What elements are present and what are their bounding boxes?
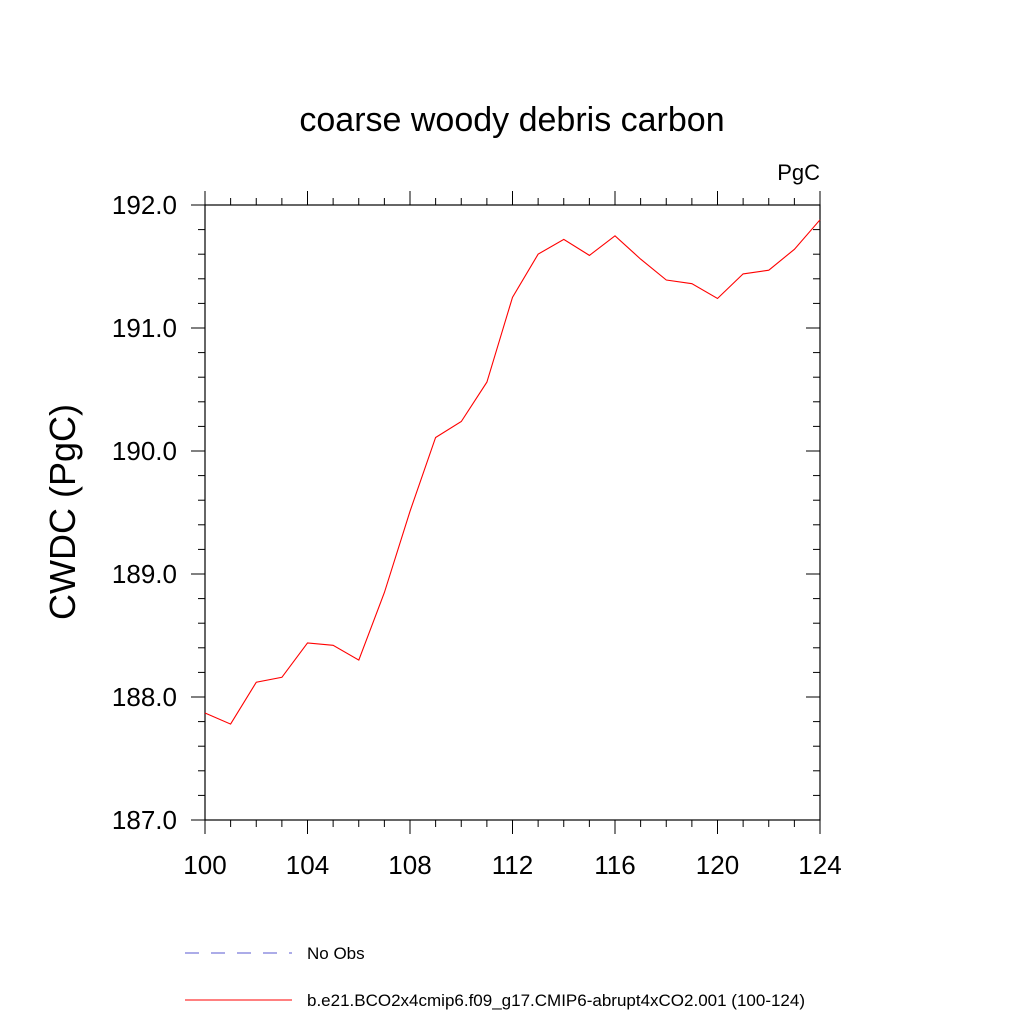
legend-label-run: b.e21.BCO2x4cmip6.f09_g17.CMIP6-abrupt4x… bbox=[307, 991, 805, 1010]
chart-title: coarse woody debris carbon bbox=[299, 101, 724, 139]
y-tick-label: 187.0 bbox=[112, 805, 177, 835]
legend-label-no-obs: No Obs bbox=[307, 944, 365, 963]
x-tick-label: 104 bbox=[286, 850, 329, 880]
y-tick-label: 188.0 bbox=[112, 682, 177, 712]
x-tick-label: 100 bbox=[183, 850, 226, 880]
x-tick-label: 120 bbox=[696, 850, 739, 880]
series-line-1 bbox=[204, 219, 821, 725]
y-tick-label: 192.0 bbox=[112, 190, 177, 220]
y-tick-label: 191.0 bbox=[112, 313, 177, 343]
x-tick-label: 112 bbox=[492, 850, 533, 880]
y-tick-label: 190.0 bbox=[112, 436, 177, 466]
series-lines bbox=[204, 219, 821, 725]
axis-tick-labels: 100 104 108 112 116 120 124 187.0 188.0 189.0 190.… bbox=[112, 190, 842, 880]
legend: No Obs b.e21.BCO2x4cmip6.f09_g17.CMIP6-a… bbox=[185, 944, 805, 1010]
y-tick-label: 189.0 bbox=[112, 559, 177, 589]
units-label: PgC bbox=[777, 160, 820, 185]
x-tick-label: 116 bbox=[594, 850, 635, 880]
x-tick-label: 124 bbox=[798, 850, 841, 880]
x-tick-label: 108 bbox=[388, 850, 431, 880]
axis-ticks bbox=[191, 191, 821, 834]
y-axis-label: CWDC (PgC) bbox=[42, 404, 83, 620]
